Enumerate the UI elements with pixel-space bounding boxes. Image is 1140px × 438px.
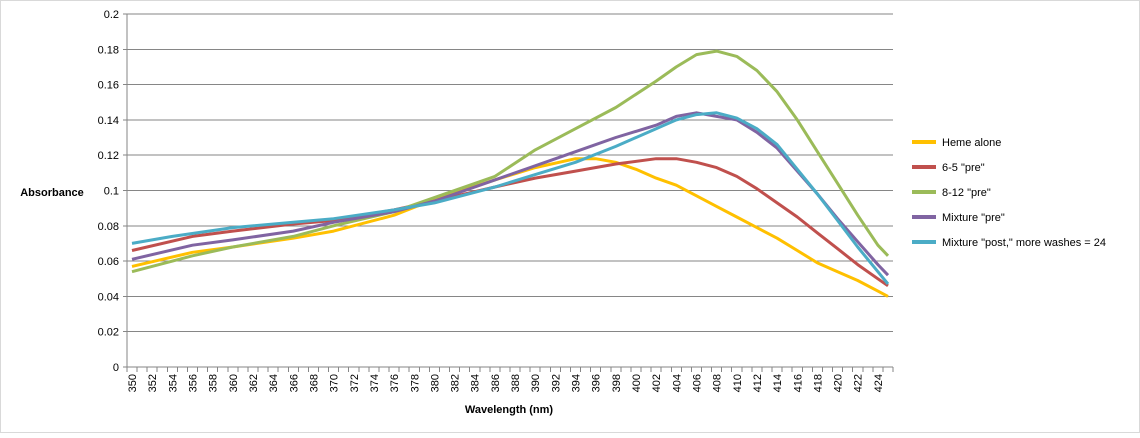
x-tick-label: 414 xyxy=(772,374,784,392)
x-tick-label: 394 xyxy=(571,374,583,392)
x-tick-label: 362 xyxy=(248,374,260,392)
series-line xyxy=(131,157,889,298)
x-tick-label: 380 xyxy=(429,374,441,392)
series-line xyxy=(131,111,890,285)
x-tick-label: 366 xyxy=(288,374,300,392)
x-tick-label: 378 xyxy=(409,374,421,392)
x-tick-label: 386 xyxy=(490,374,502,392)
legend-label: Heme alone xyxy=(942,137,1001,149)
x-tick-label: 408 xyxy=(712,374,724,392)
x-tick-label: 374 xyxy=(369,374,381,392)
x-tick-label: 352 xyxy=(147,374,159,392)
y-tick-label: 0.1 xyxy=(104,186,119,198)
x-axis-title: Wavelength (nm) xyxy=(465,404,554,416)
y-tick-label: 0.14 xyxy=(98,115,119,127)
x-tick-label: 384 xyxy=(470,374,482,392)
x-tick-label: 400 xyxy=(631,374,643,392)
y-tick-label: 0.06 xyxy=(98,256,119,268)
x-tick-label: 354 xyxy=(167,374,179,392)
legend-label: Mixture "post," more washes = 24 xyxy=(942,237,1106,249)
y-tick-labels: 0 0.02 0.04 0.06 0.08 0.1 0.12 0.14 0.16 0.18 0.2 xyxy=(98,9,119,374)
x-tick-label: 398 xyxy=(611,374,623,392)
legend: Heme alone 6-5 "pre" 8-12 "pre" Mixture "pr… xyxy=(912,137,1106,249)
x-tick-label: 422 xyxy=(853,374,865,392)
x-tick-label: 420 xyxy=(833,374,845,392)
x-tick-label: 388 xyxy=(510,374,522,392)
y-tick-label: 0.2 xyxy=(104,9,119,21)
legend-label: 8-12 "pre" xyxy=(942,187,991,199)
y-tick-label: 0.04 xyxy=(98,291,119,303)
y-tick-label: 0.08 xyxy=(98,221,119,233)
x-tick-label: 416 xyxy=(792,374,804,392)
x-tick-label: 368 xyxy=(308,374,320,392)
series-line xyxy=(131,157,889,288)
legend-label: 6-5 "pre" xyxy=(942,162,985,174)
x-tick-label: 406 xyxy=(691,374,703,392)
x-tick-label: 376 xyxy=(389,374,401,392)
x-tick-label: 382 xyxy=(450,374,462,392)
x-tick-label: 358 xyxy=(208,374,220,392)
y-axis-title: Absorbance xyxy=(20,187,84,199)
y-tick-label: 0.16 xyxy=(98,80,119,92)
x-tick-label: 364 xyxy=(268,374,280,392)
x-tick-label: 412 xyxy=(752,374,764,392)
x-tick-label: 372 xyxy=(349,374,361,392)
x-tick-label: 392 xyxy=(550,374,562,392)
x-tick-label: 350 xyxy=(127,374,139,392)
y-tick-label: 0.02 xyxy=(98,327,119,339)
x-tick-label: 356 xyxy=(188,374,200,392)
legend-label: Mixture "pre" xyxy=(942,212,1005,224)
y-tick-label: 0.12 xyxy=(98,150,119,162)
x-tick-label: 410 xyxy=(732,374,744,392)
y-tick-label: 0 xyxy=(113,362,119,374)
x-tick-label: 360 xyxy=(228,374,240,392)
x-tick-label: 424 xyxy=(873,374,885,392)
gridlines xyxy=(123,13,894,372)
series-lines xyxy=(131,49,890,298)
x-tick-label: 370 xyxy=(329,374,341,392)
x-tick-label: 418 xyxy=(812,374,824,392)
y-tick-label: 0.18 xyxy=(98,44,119,56)
x-tick-label: 396 xyxy=(591,374,603,392)
x-tick-label: 402 xyxy=(651,374,663,392)
x-tick-labels: 350 352 354 356 358 360 362 364 366 368 370 372 374 3… xyxy=(127,374,885,392)
x-tick-label: 404 xyxy=(671,374,683,392)
series-line xyxy=(131,49,890,274)
x-tick-label: 390 xyxy=(530,374,542,392)
